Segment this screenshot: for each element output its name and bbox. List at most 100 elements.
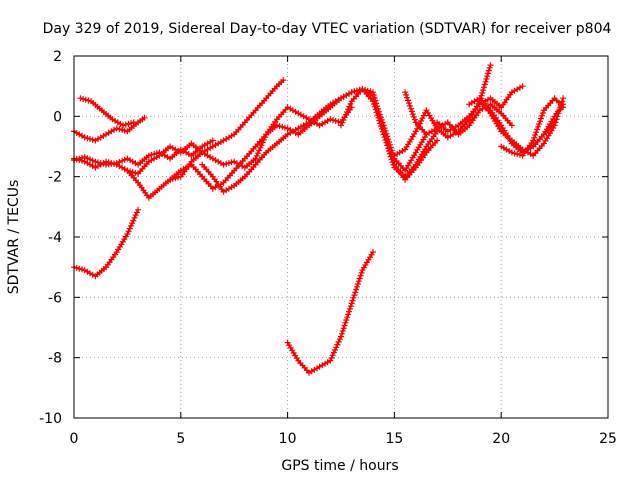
data-point [129,220,136,227]
data-point [508,122,515,129]
data-point [256,147,263,154]
data-point [73,264,80,271]
data-point [485,70,492,77]
data-point [487,62,494,69]
data-point [328,355,335,361]
data-point [135,206,142,213]
data-point [85,97,92,104]
data-point [120,122,127,129]
data-point [111,160,117,167]
data-point [347,303,354,310]
data-point [362,86,368,93]
data-point [379,122,386,129]
data-point [130,217,137,224]
data-point [402,89,409,96]
y-tick-label: -6 [48,290,62,306]
data-point [350,294,357,301]
data-point [519,83,526,90]
data-point [121,156,128,163]
data-point [380,128,387,135]
data-point [327,116,334,123]
data-point [483,76,490,82]
x-tick-label: 5 [176,431,185,447]
data-point [132,169,139,176]
data-point [408,108,415,115]
data-point [370,92,377,98]
data-point [411,116,418,123]
data-point [354,87,360,94]
data-point [534,126,541,133]
data-point [209,137,216,144]
data-point [338,333,344,340]
data-point [377,117,384,124]
data-point [276,123,283,130]
x-tick-label: 10 [279,431,297,447]
data-point [103,158,109,165]
data-point [481,81,488,88]
data-point [530,137,537,144]
data-point [73,156,80,163]
data-point [113,125,120,132]
data-point [130,119,137,126]
data-point [105,159,112,166]
data-point [539,112,545,119]
y-tick-label: 0 [53,109,62,125]
data-point [409,111,416,118]
series-arc-10 [338,86,441,183]
data-point [330,117,336,124]
data-point [511,150,518,157]
data-point [89,157,96,164]
data-point [348,89,355,96]
data-point [342,111,349,118]
data-point [358,269,365,276]
data-point [371,94,378,101]
data-point [220,161,227,168]
data-point [341,114,348,121]
data-point [389,156,396,163]
data-point [354,281,361,287]
data-point [560,101,567,108]
data-point [375,108,382,115]
data-point [480,84,487,91]
data-point [485,67,492,74]
data-point [480,87,487,94]
data-point [353,286,360,293]
data-point [381,131,388,138]
y-tick-label: -4 [48,230,62,246]
data-point [125,228,132,235]
series-arc-16 [498,95,567,159]
data-point [533,129,540,136]
data-point [535,123,542,130]
data-point [329,352,336,359]
data-point [280,77,287,84]
data-point [539,110,546,116]
data-point [551,122,558,129]
data-point [538,115,544,122]
data-point [560,95,567,102]
data-point [357,272,364,279]
data-point [484,73,491,80]
data-point [124,231,131,237]
data-point [479,89,486,96]
data-point [384,139,391,146]
data-point [376,114,383,121]
data-point [383,136,390,143]
data-point [327,357,334,364]
data-point [79,157,85,164]
data-point [404,94,410,101]
data-point [364,87,371,94]
x-tick-label: 20 [492,431,510,447]
data-point [356,275,363,282]
data-point [128,120,135,127]
data-point [340,325,347,332]
series-arc-7 [167,86,430,192]
data-point [228,159,235,166]
data-point [89,136,96,143]
data-point [388,153,395,160]
data-point [370,89,376,96]
data-point [532,132,539,138]
data-point [346,305,353,312]
data-point [536,121,543,127]
data-point [334,341,341,348]
data-point [77,95,84,102]
